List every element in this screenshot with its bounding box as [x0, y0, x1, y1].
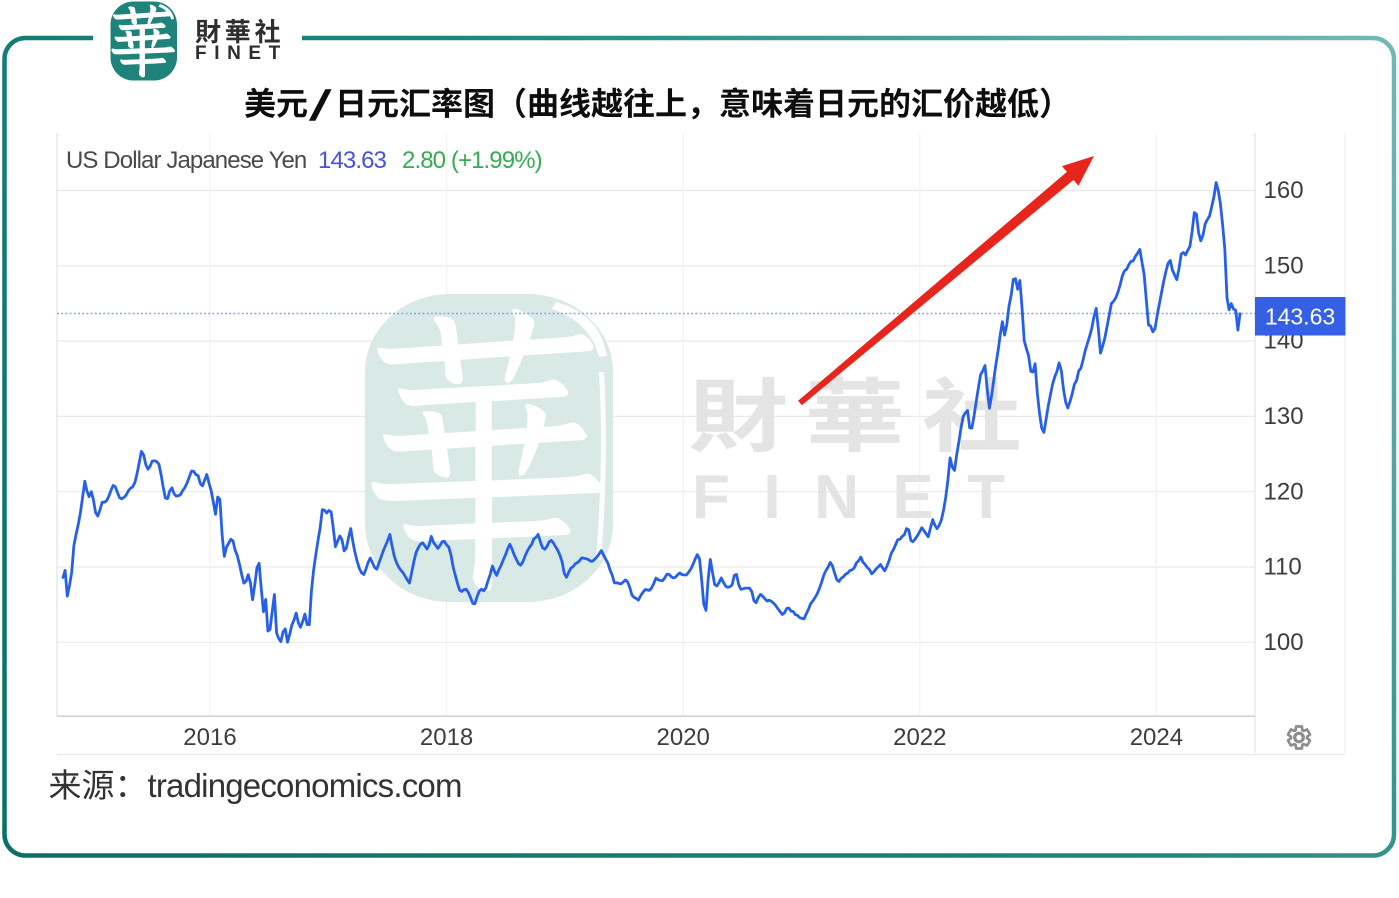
svg-text:FINET: FINET — [195, 43, 288, 64]
svg-text:2016: 2016 — [183, 724, 236, 751]
svg-text:120: 120 — [1264, 478, 1304, 505]
svg-text:110: 110 — [1264, 554, 1302, 581]
svg-text:US Dollar Japanese Yen: US Dollar Japanese Yen — [66, 147, 306, 174]
svg-text:143.63: 143.63 — [318, 147, 387, 174]
svg-text:2022: 2022 — [893, 724, 946, 751]
svg-text:tradingeconomics.com: tradingeconomics.com — [148, 767, 462, 804]
svg-text:FINET: FINET — [692, 463, 1039, 532]
svg-text:160: 160 — [1264, 177, 1304, 204]
svg-text:2018: 2018 — [420, 724, 473, 751]
svg-text:100: 100 — [1264, 629, 1304, 656]
svg-text:150: 150 — [1264, 252, 1304, 279]
svg-text:2020: 2020 — [657, 724, 710, 751]
svg-text:2.80 (+1.99%): 2.80 (+1.99%) — [402, 147, 542, 174]
svg-text:130: 130 — [1264, 403, 1304, 430]
svg-text:2024: 2024 — [1130, 724, 1183, 751]
svg-text:143.63: 143.63 — [1265, 304, 1335, 330]
